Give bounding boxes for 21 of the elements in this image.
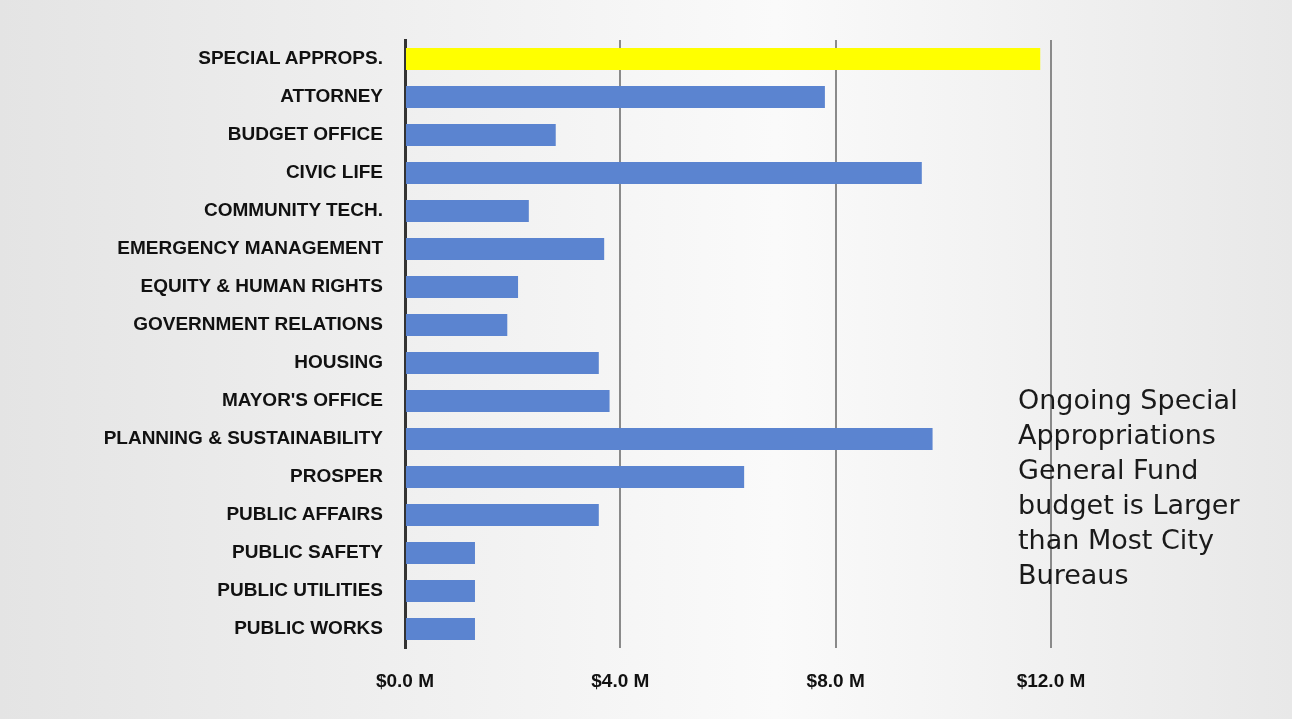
y-tick-label: MAYOR'S OFFICE <box>221 389 383 411</box>
y-tick-label: SPECIAL APPROPS. <box>198 47 383 69</box>
y-tick-label: COMMUNITY TECH. <box>203 199 383 221</box>
y-tick-label: CIVIC LIFE <box>285 161 383 183</box>
y-tick-label: GOVERNMENT RELATIONS <box>133 313 383 335</box>
y-tick-label: HOUSING <box>294 351 383 373</box>
annotation: Ongoing Special Appropriations General Fund budget is Larger than Most City Bureaus <box>1017 383 1241 592</box>
y-tick-label: ATTORNEY <box>280 85 384 107</box>
y-tick-label: PUBLIC WORKS <box>234 617 383 639</box>
x-tick-label: $8.0 M <box>806 669 865 691</box>
y-tick-label: PUBLIC UTILITIES <box>217 579 383 601</box>
x-tick-label: $4.0 M <box>591 669 650 691</box>
y-tick-label: BUDGET OFFICE <box>227 123 383 145</box>
x-tick-label: $0.0 M <box>375 669 435 691</box>
y-tick-label: PUBLIC AFFAIRS <box>226 503 383 525</box>
x-tick-label: $12.0 M <box>1016 669 1086 691</box>
y-tick-label: EMERGENCY MANAGEMENT <box>117 237 384 259</box>
y-tick-label: EQUITY & HUMAN RIGHTS <box>140 275 383 297</box>
y-tick-label: PROSPER <box>290 465 384 487</box>
y-tick-label: PUBLIC SAFETY <box>232 541 384 563</box>
y-tick-label: PLANNING & SUSTAINABILITY <box>103 427 384 449</box>
